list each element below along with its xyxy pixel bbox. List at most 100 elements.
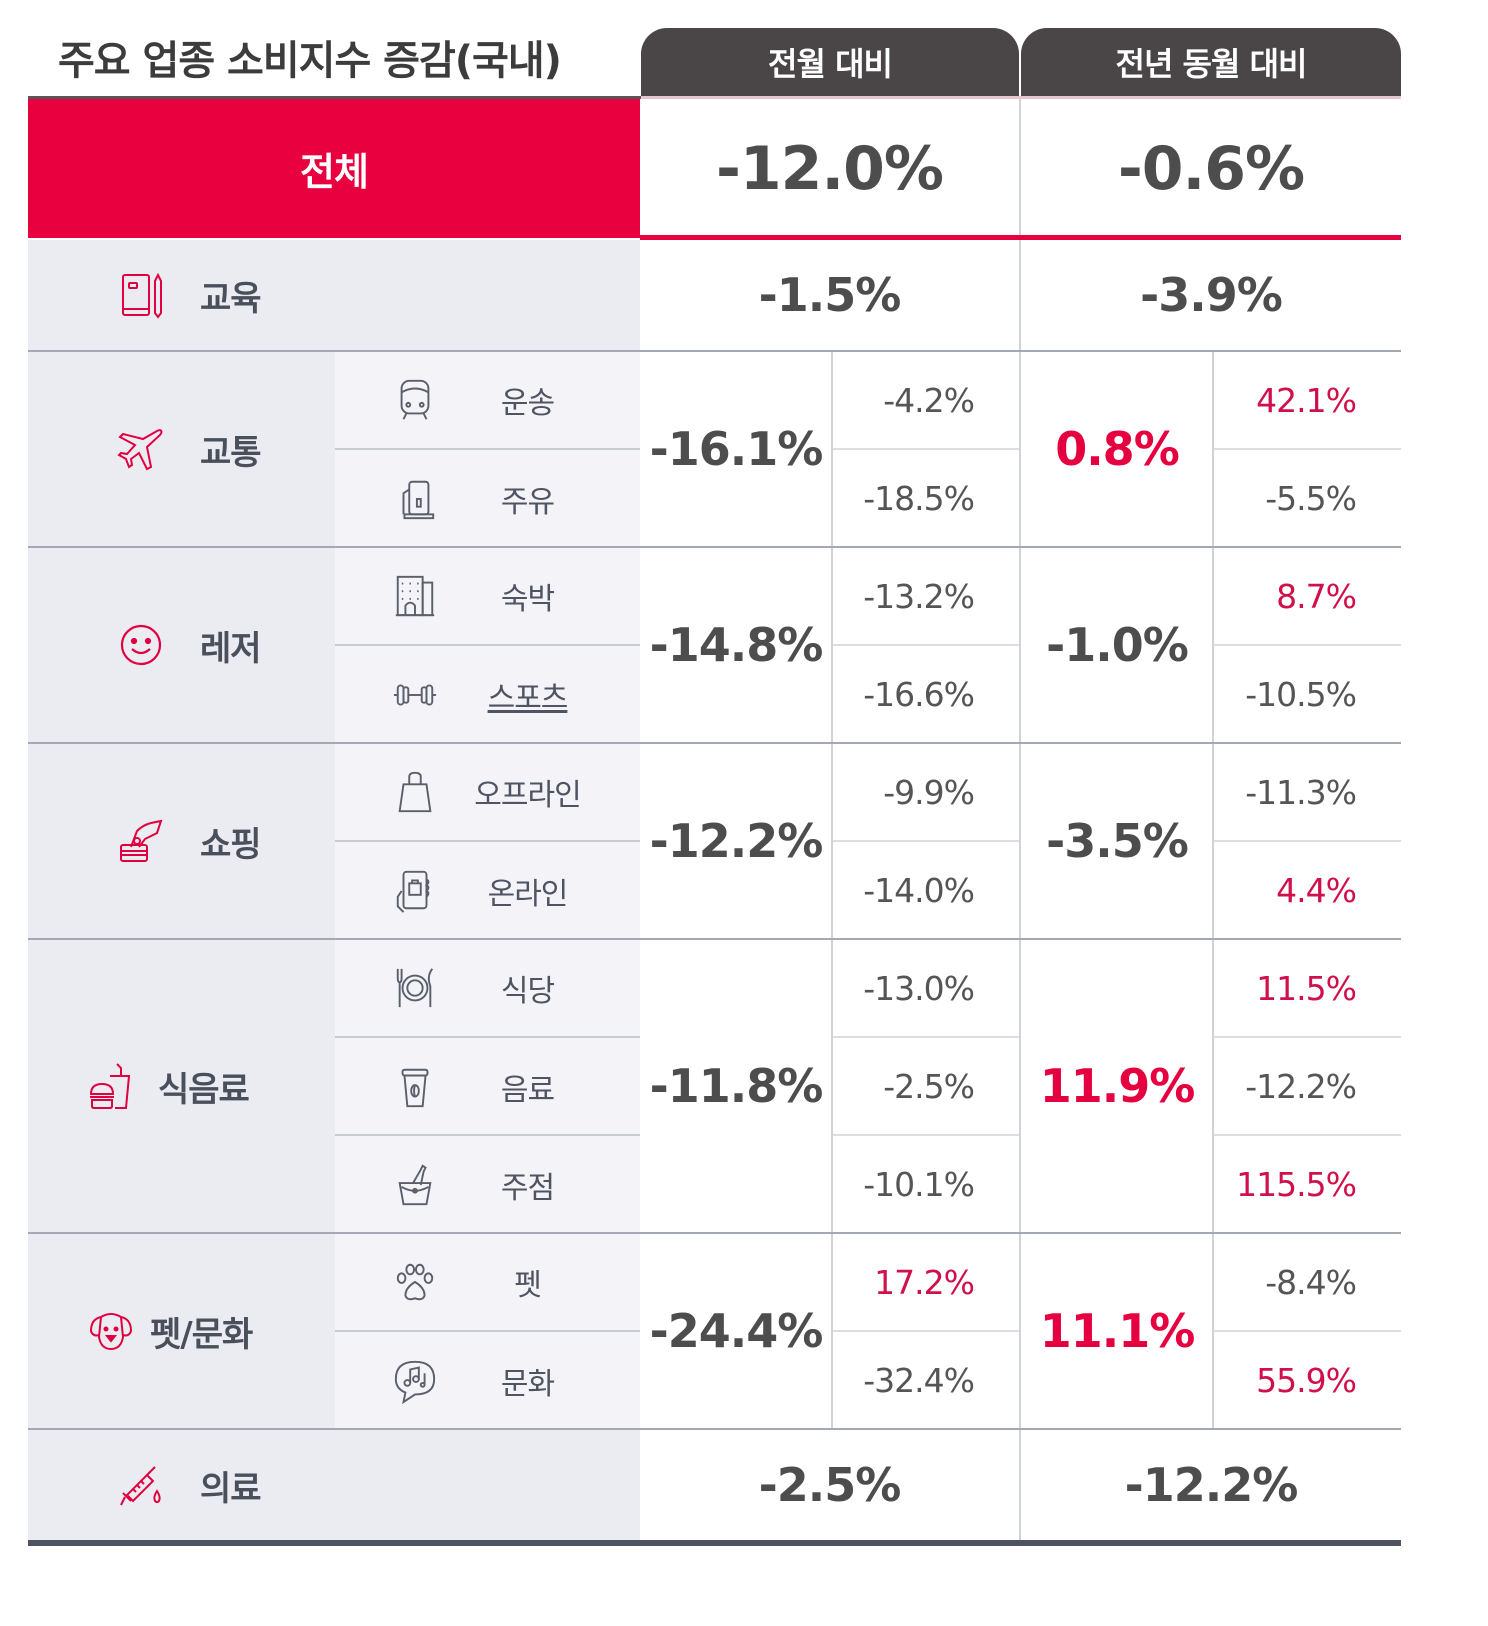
- column-header-mom: 전월 대비: [641, 28, 1019, 96]
- subcategory-item: 문화: [335, 1330, 640, 1430]
- column-divider: [831, 744, 833, 938]
- subcategory-label: 주점: [500, 1171, 555, 1206]
- column-divider: [1212, 1234, 1214, 1428]
- sub-mom-value: -32.4%: [833, 1330, 1019, 1428]
- column-divider: [1019, 1234, 1021, 1428]
- sub-mom-value: 17.2%: [874, 1262, 975, 1302]
- mom-value: -24.4%: [649, 1304, 824, 1358]
- mom-sub-values: -4.2% -18.5%: [833, 352, 1019, 546]
- column-header-yoy: 전년 동월 대비: [1021, 28, 1401, 96]
- sub-mom-value: -2.5%: [833, 1036, 1019, 1134]
- mom-sub-values: 17.2% -32.4%: [833, 1234, 1019, 1428]
- subcategory-item: 음료: [335, 1036, 640, 1136]
- sub-yoy-value: -8.4%: [1265, 1262, 1357, 1302]
- category-cell: 교육: [28, 240, 640, 350]
- subcategory-label: 주유: [500, 485, 555, 520]
- table-bottom-border: [28, 1540, 1401, 1546]
- category-label: 식음료: [158, 1069, 250, 1110]
- subcategory-label: 음료: [500, 1073, 555, 1108]
- smiley-icon: [116, 620, 166, 670]
- yoy-value: -1.0%: [1046, 618, 1189, 672]
- mom-value: -16.1%: [649, 422, 824, 476]
- sub-yoy-value: -5.5%: [1214, 448, 1401, 546]
- subcategory-label: 펫: [514, 1268, 542, 1303]
- total-mom-value: -12.0%: [715, 133, 944, 204]
- yoy-value: -3.9%: [1140, 268, 1283, 322]
- shopping-bag-icon: [390, 767, 440, 817]
- subcategory-item: 오프라인: [335, 744, 640, 840]
- mom-value: -1.5%: [758, 268, 902, 322]
- category-label: 교통: [200, 432, 262, 473]
- subcategory-label: 운송: [500, 386, 555, 421]
- yoy-sub-values: 11.5% -12.2% 115.5%: [1214, 940, 1401, 1232]
- total-underline: [640, 235, 1401, 240]
- hotel-building-icon: [390, 571, 440, 621]
- category-label: 쇼핑: [200, 824, 262, 865]
- column-divider: [1019, 940, 1021, 1232]
- table-row-education: 교육 -1.5% -3.9%: [28, 240, 1401, 352]
- yoy-value: -3.5%: [1046, 814, 1189, 868]
- sub-yoy-value: 115.5%: [1214, 1134, 1401, 1232]
- subcategory-item: 운송: [335, 352, 640, 448]
- sub-mom-value: -13.2%: [863, 576, 975, 616]
- column-divider: [1019, 240, 1021, 350]
- yoy-sub-values: -11.3% 4.4%: [1214, 744, 1401, 938]
- yoy-value: 11.1%: [1039, 1304, 1196, 1358]
- train-icon: [390, 375, 440, 425]
- category-label: 레저: [200, 628, 262, 669]
- subcategory-item: 식당: [335, 940, 640, 1036]
- table-row-leisure: 레저 숙박 스포츠 -14.8% -13.2% -16.6% -1.0%: [28, 548, 1401, 744]
- airplane-icon: [116, 424, 166, 474]
- mom-value: -11.8%: [649, 1059, 824, 1113]
- yoy-sub-values: 8.7% -10.5%: [1214, 548, 1401, 742]
- table-row-transport: 교통 운송 주유 -16.1% -4.2% -18.5% 0.8%: [28, 352, 1401, 548]
- burger-drink-icon: [86, 1061, 136, 1111]
- table-row-food-beverage: 식음료 식당 음료 주점 -11.8%: [28, 940, 1401, 1234]
- title-divider: [28, 96, 642, 99]
- subcategory-label: 온라인: [487, 877, 569, 912]
- sub-mom-value: -10.1%: [833, 1134, 1019, 1232]
- subcategory-column: 숙박 스포츠: [335, 548, 640, 742]
- fuel-pump-icon: [390, 474, 440, 524]
- dog-icon: [86, 1306, 136, 1356]
- column-divider: [831, 1234, 833, 1428]
- total-label-cell: 전체: [28, 99, 640, 238]
- column-divider: [1212, 548, 1214, 742]
- yoy-value: 0.8%: [1055, 422, 1180, 476]
- yoy-sub-values: 42.1% -5.5%: [1214, 352, 1401, 546]
- sub-mom-value: -18.5%: [833, 448, 1019, 546]
- category-label: 펫/문화: [150, 1314, 253, 1355]
- sub-mom-value: -4.2%: [883, 380, 975, 420]
- subcategory-item: 펫: [335, 1234, 640, 1330]
- sub-yoy-value: -12.2%: [1214, 1036, 1401, 1134]
- sub-yoy-value: 42.1%: [1256, 380, 1357, 420]
- sub-mom-value: -14.0%: [833, 840, 1019, 938]
- total-yoy-value: -0.6%: [1117, 133, 1305, 204]
- sub-yoy-value: 8.7%: [1276, 576, 1357, 616]
- sub-mom-value: -16.6%: [833, 644, 1019, 742]
- column-divider: [1212, 352, 1214, 546]
- column-divider: [1019, 352, 1021, 546]
- mom-value: -12.2%: [649, 814, 824, 868]
- plate-cutlery-icon: [390, 963, 440, 1013]
- yoy-value: -12.2%: [1124, 1458, 1299, 1512]
- dumbbell-icon: [390, 670, 440, 720]
- mom-sub-values: -9.9% -14.0%: [833, 744, 1019, 938]
- sub-yoy-value: -10.5%: [1214, 644, 1401, 742]
- sub-yoy-value: -11.3%: [1245, 772, 1357, 812]
- column-divider: [831, 548, 833, 742]
- mobile-shopping-icon: [390, 866, 440, 916]
- subcategory-item: 온라인: [335, 840, 640, 940]
- sub-yoy-value: 11.5%: [1256, 968, 1357, 1008]
- mom-sub-values: -13.0% -2.5% -10.1%: [833, 940, 1019, 1232]
- mom-value: -14.8%: [649, 618, 824, 672]
- column-divider: [1212, 744, 1214, 938]
- total-label: 전체: [300, 150, 369, 194]
- subcategory-column: 펫 문화: [335, 1234, 640, 1428]
- yoy-sub-values: -8.4% 55.9%: [1214, 1234, 1401, 1428]
- paw-icon: [390, 1257, 440, 1307]
- mom-value: -2.5%: [758, 1458, 902, 1512]
- column-divider: [831, 940, 833, 1232]
- subcategory-column: 오프라인 온라인: [335, 744, 640, 938]
- subcategory-column: 운송 주유: [335, 352, 640, 546]
